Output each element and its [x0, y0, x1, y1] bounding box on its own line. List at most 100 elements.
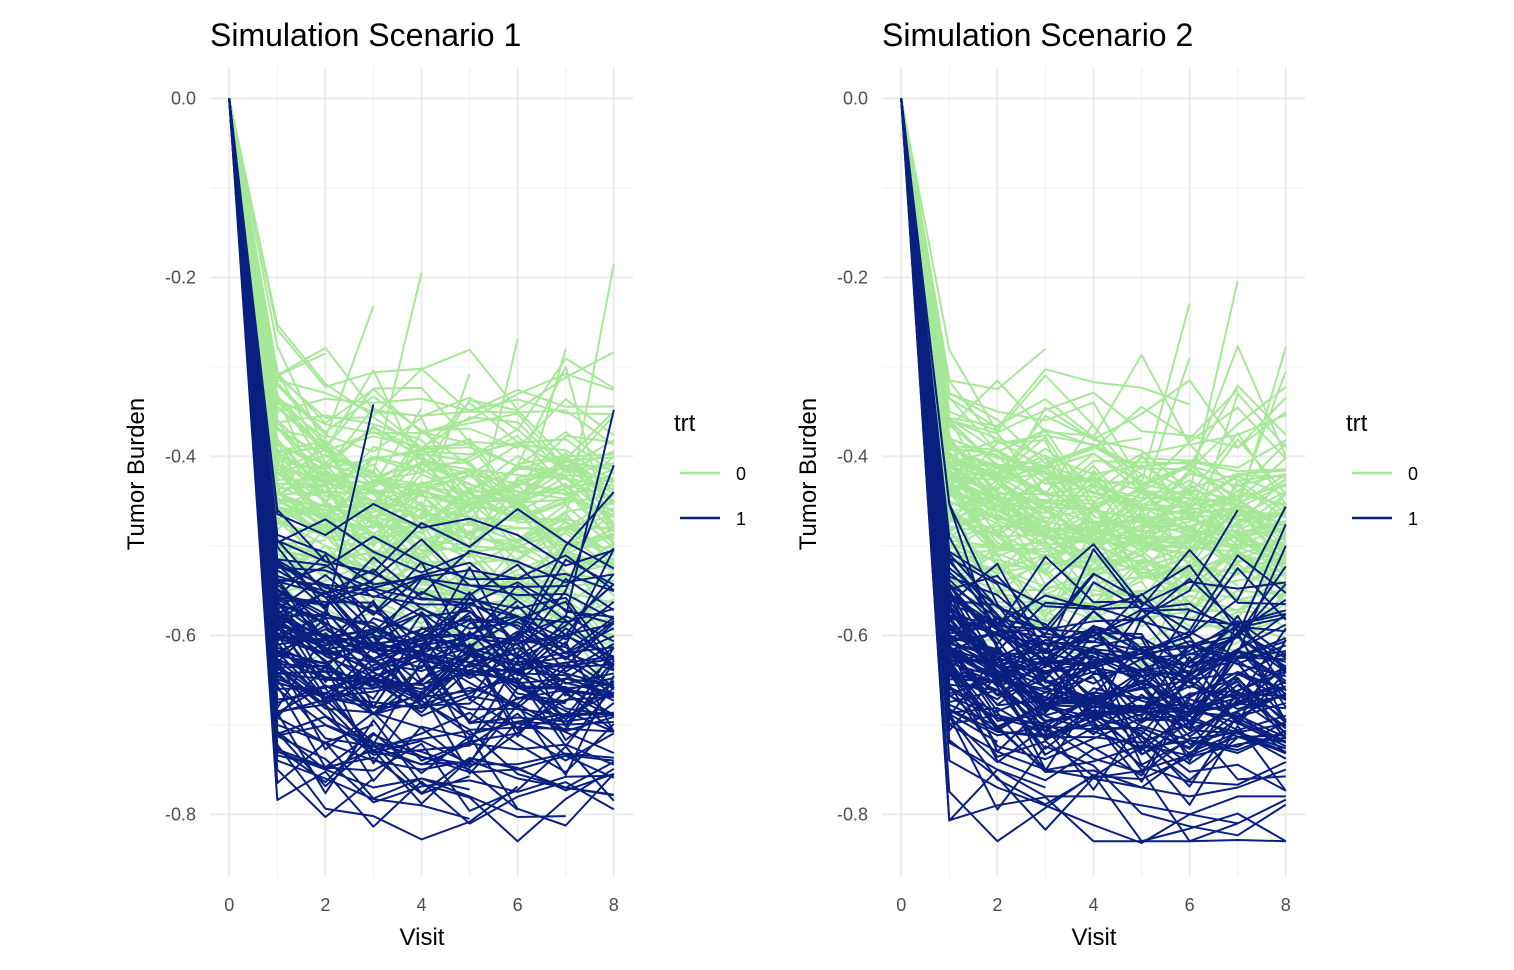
series-line — [228, 98, 615, 542]
series-line — [228, 98, 615, 683]
series-line — [900, 98, 1239, 711]
series-line — [900, 98, 1287, 652]
series-line — [900, 98, 1286, 504]
series-line — [228, 98, 615, 520]
series-line — [228, 98, 519, 811]
series-line — [900, 98, 1287, 837]
x-tick-label: 8 — [609, 895, 619, 915]
legend: trt 0 1 — [674, 410, 746, 529]
series-line — [228, 98, 615, 647]
series-line — [900, 98, 1287, 632]
series-line — [900, 98, 1287, 545]
x-tick-label: 6 — [1185, 895, 1195, 915]
series-line — [900, 98, 1287, 673]
series-line — [228, 98, 566, 818]
series-line — [900, 98, 1287, 608]
y-tick-label: -0.8 — [165, 804, 196, 824]
series-line — [900, 98, 1286, 512]
series-line — [228, 98, 615, 691]
series-line — [228, 98, 614, 796]
series-line — [228, 98, 615, 592]
series-1 — [900, 98, 1287, 844]
series-line — [900, 98, 1287, 520]
series-line — [900, 98, 1286, 791]
series-line — [228, 98, 615, 690]
x-tick-label: 6 — [513, 895, 523, 915]
series-line — [228, 98, 615, 789]
y-tick-label: 0.0 — [843, 88, 868, 108]
series-line — [900, 98, 1239, 494]
series-line — [900, 98, 1047, 391]
x-axis-label: Visit — [1072, 924, 1117, 951]
series-line — [900, 98, 1286, 781]
series-line — [228, 98, 615, 673]
series-line — [228, 98, 615, 523]
series-line — [228, 98, 567, 468]
series-line — [228, 98, 614, 700]
series-line — [900, 98, 1287, 566]
series-line — [228, 98, 615, 726]
series-line — [900, 98, 1238, 844]
series-line — [900, 98, 1287, 735]
y-tick-label: -0.4 — [837, 446, 868, 466]
series-line — [228, 98, 614, 522]
x-tick-label: 4 — [1088, 895, 1098, 915]
series-line — [228, 98, 375, 619]
legend-label-0: 0 — [736, 464, 746, 484]
series-line — [900, 98, 1239, 655]
series-line — [900, 98, 1287, 503]
y-axis-label: Tumor Burden — [795, 398, 822, 551]
panel-scenario-2: Simulation Scenario 2 0.0 -0.2 -0.4 -0.6 -0.… — [795, 17, 1418, 951]
series-line — [228, 98, 614, 746]
series-line — [228, 98, 615, 655]
series-line — [900, 98, 1046, 822]
y-tick-label: -0.6 — [837, 625, 868, 645]
series-line — [228, 98, 471, 511]
series-line — [900, 98, 1287, 488]
series-line — [228, 98, 615, 664]
series-line — [228, 98, 615, 473]
series-line — [900, 98, 1287, 843]
x-axis-label: Visit — [400, 924, 445, 951]
series-1 — [228, 98, 615, 843]
x-tick-label: 8 — [1281, 895, 1291, 915]
y-axis-ticks: 0.0 -0.2 -0.4 -0.6 -0.8 — [165, 88, 196, 824]
series-line — [228, 98, 615, 828]
series-line — [228, 98, 615, 689]
chart-title: Simulation Scenario 2 — [882, 17, 1193, 53]
series-line — [900, 98, 1287, 534]
chart-title: Simulation Scenario 1 — [210, 17, 521, 53]
series-line — [228, 98, 615, 774]
series-line — [900, 98, 1287, 663]
series-line — [228, 98, 615, 685]
series-line — [900, 98, 1287, 712]
series-line — [228, 98, 423, 476]
series-line — [228, 98, 615, 672]
y-axis-ticks: 0.0 -0.2 -0.4 -0.6 -0.8 — [837, 88, 868, 824]
series-line — [228, 98, 615, 561]
series-line — [228, 98, 615, 604]
series-line — [228, 98, 326, 377]
series-line — [228, 98, 615, 716]
series-line — [900, 98, 1287, 605]
series-line — [900, 98, 1287, 699]
series-line — [228, 98, 567, 574]
series-line — [900, 98, 1287, 506]
series-line — [900, 98, 1287, 792]
series-line — [228, 98, 279, 327]
x-tick-label: 0 — [224, 895, 234, 915]
series-line — [900, 98, 1287, 798]
series-line — [228, 98, 615, 624]
series-line — [900, 98, 1287, 446]
series-line — [900, 98, 1287, 633]
series-line — [228, 98, 615, 470]
x-axis-ticks: 0 2 4 6 8 — [224, 895, 619, 915]
series-line — [900, 98, 1286, 843]
y-tick-label: -0.2 — [837, 267, 868, 287]
plot-area — [900, 98, 1287, 844]
series-line — [900, 98, 1287, 673]
series-line — [900, 98, 1287, 786]
y-axis-label: Tumor Burden — [123, 398, 150, 551]
series-line — [228, 98, 615, 535]
series-line — [900, 98, 1286, 816]
